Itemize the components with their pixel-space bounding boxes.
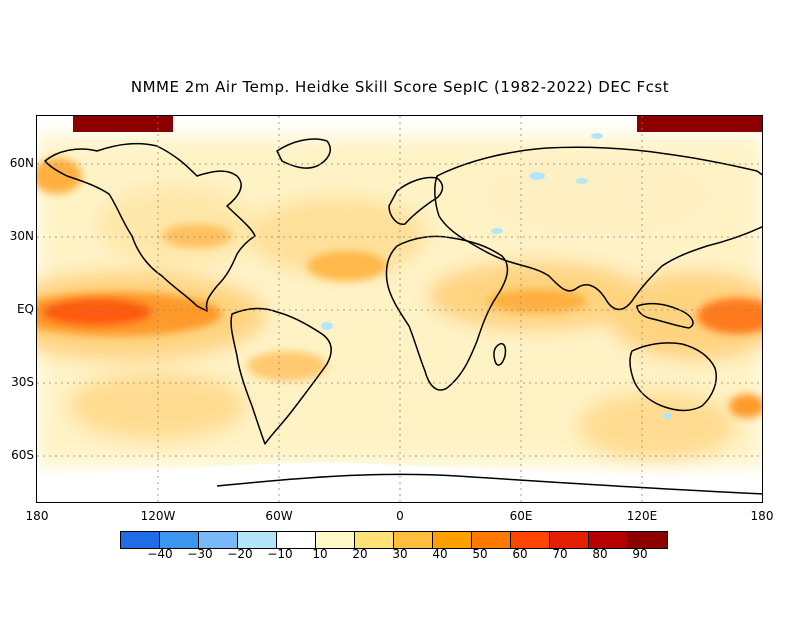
colorbar-label: 70 [552, 547, 568, 561]
colorbar-label: 30 [392, 547, 408, 561]
colorbar-label: −40 [147, 547, 173, 561]
colorbar-swatch [238, 532, 277, 548]
map-title: NMME 2m Air Temp. Heidke Skill Score Sep… [130, 78, 670, 96]
lon-label-120w: 120W [140, 509, 176, 523]
colorbar-label: 40 [432, 547, 448, 561]
colorbar-swatch [277, 532, 316, 548]
colorbar-swatch [511, 532, 550, 548]
colorbar-label: 20 [352, 547, 368, 561]
colorbar-swatch [121, 532, 160, 548]
lat-label-30s: 30S [11, 375, 34, 389]
colorbar-swatch [589, 532, 628, 548]
skill-score-map [36, 115, 763, 503]
colorbar-swatch [628, 532, 667, 548]
lon-label-180e: 180 [750, 509, 774, 523]
colorbar-label: −20 [227, 547, 253, 561]
lat-label-60s: 60S [11, 448, 34, 462]
colorbar-label: −10 [267, 547, 293, 561]
colorbar-label: 80 [592, 547, 608, 561]
map-canvas [37, 116, 762, 502]
colorbar [120, 531, 668, 549]
colorbar-swatch [160, 532, 199, 548]
colorbar-label: 90 [632, 547, 648, 561]
colorbar-label: −30 [187, 547, 213, 561]
colorbar-swatch [472, 532, 511, 548]
lon-label-0: 0 [396, 509, 404, 523]
skill-field [37, 116, 762, 502]
lat-label-eq: EQ [16, 302, 34, 316]
colorbar-label: 60 [512, 547, 528, 561]
colorbar-swatch [433, 532, 472, 548]
lon-label-180w: 180 [25, 509, 49, 523]
colorbar-swatch [199, 532, 238, 548]
coastlines [44, 138, 762, 495]
lat-label-30n: 30N [9, 229, 34, 243]
graticule [37, 116, 762, 502]
colorbar-label: 10 [312, 547, 328, 561]
lon-label-60w: 60W [265, 509, 293, 523]
colorbar-label: 50 [472, 547, 488, 561]
lat-label-60n: 60N [9, 156, 34, 170]
colorbar-swatch [355, 532, 394, 548]
colorbar-swatch [394, 532, 433, 548]
colorbar-swatch [316, 532, 355, 548]
lon-label-120e: 120E [626, 509, 658, 523]
lon-label-60e: 60E [509, 509, 533, 523]
colorbar-swatch [550, 532, 589, 548]
